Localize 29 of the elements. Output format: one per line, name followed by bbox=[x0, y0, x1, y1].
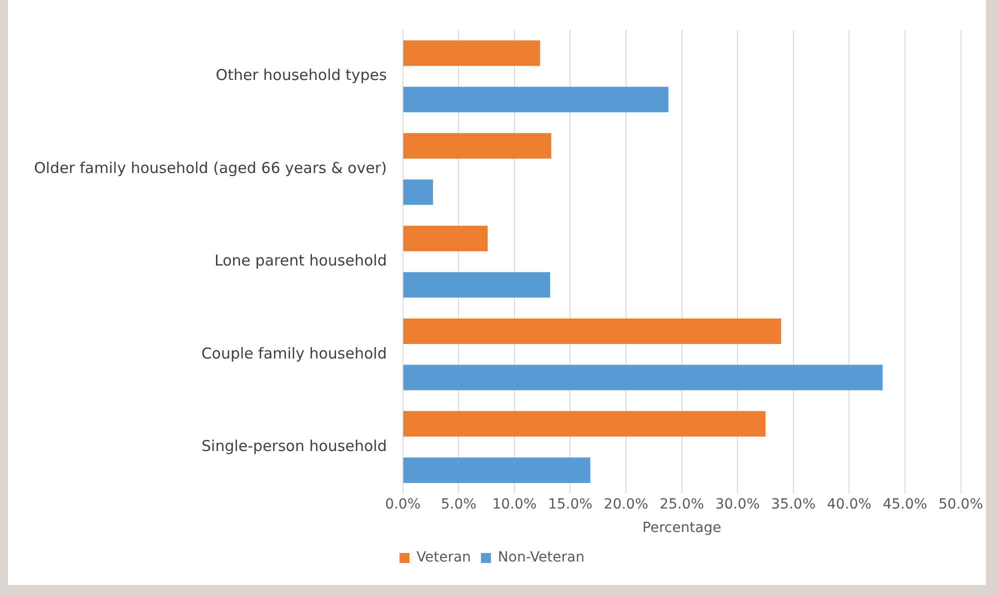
bar bbox=[403, 179, 433, 205]
bar bbox=[403, 226, 488, 252]
y-tick-label: Older family household (aged 66 years & over) bbox=[34, 158, 387, 177]
y-tick-label: Couple family household bbox=[201, 344, 387, 362]
bar bbox=[403, 411, 766, 437]
x-tick-label: 45.0% bbox=[882, 496, 928, 512]
bar bbox=[403, 318, 782, 344]
bar bbox=[403, 364, 883, 390]
x-tick-label: 10.0% bbox=[492, 496, 537, 512]
x-tick-label: 0.0% bbox=[385, 496, 421, 512]
x-axis-title: Percentage bbox=[642, 520, 722, 536]
x-tick-label: 50.0% bbox=[938, 496, 984, 512]
x-tick-label: 25.0% bbox=[660, 496, 704, 512]
bar bbox=[403, 86, 668, 112]
bar bbox=[403, 272, 550, 298]
x-tick-label: 15.0% bbox=[548, 496, 592, 512]
y-tick-label: Single-person household bbox=[202, 436, 387, 455]
x-tick-label: 40.0% bbox=[826, 496, 872, 512]
x-tick-label: 35.0% bbox=[771, 496, 816, 512]
legend-label: Veteran bbox=[416, 550, 471, 566]
x-tick-label: 5.0% bbox=[440, 496, 476, 512]
bar bbox=[403, 457, 590, 483]
y-tick-label: Other household types bbox=[216, 66, 388, 84]
legend-label: Non-Veteran bbox=[498, 550, 584, 566]
y-tick-label: Lone parent household bbox=[214, 252, 387, 270]
bar bbox=[403, 133, 552, 159]
x-tick-label: 20.0% bbox=[604, 496, 648, 512]
bar bbox=[403, 40, 540, 66]
x-tick-label: 30.0% bbox=[715, 496, 760, 512]
